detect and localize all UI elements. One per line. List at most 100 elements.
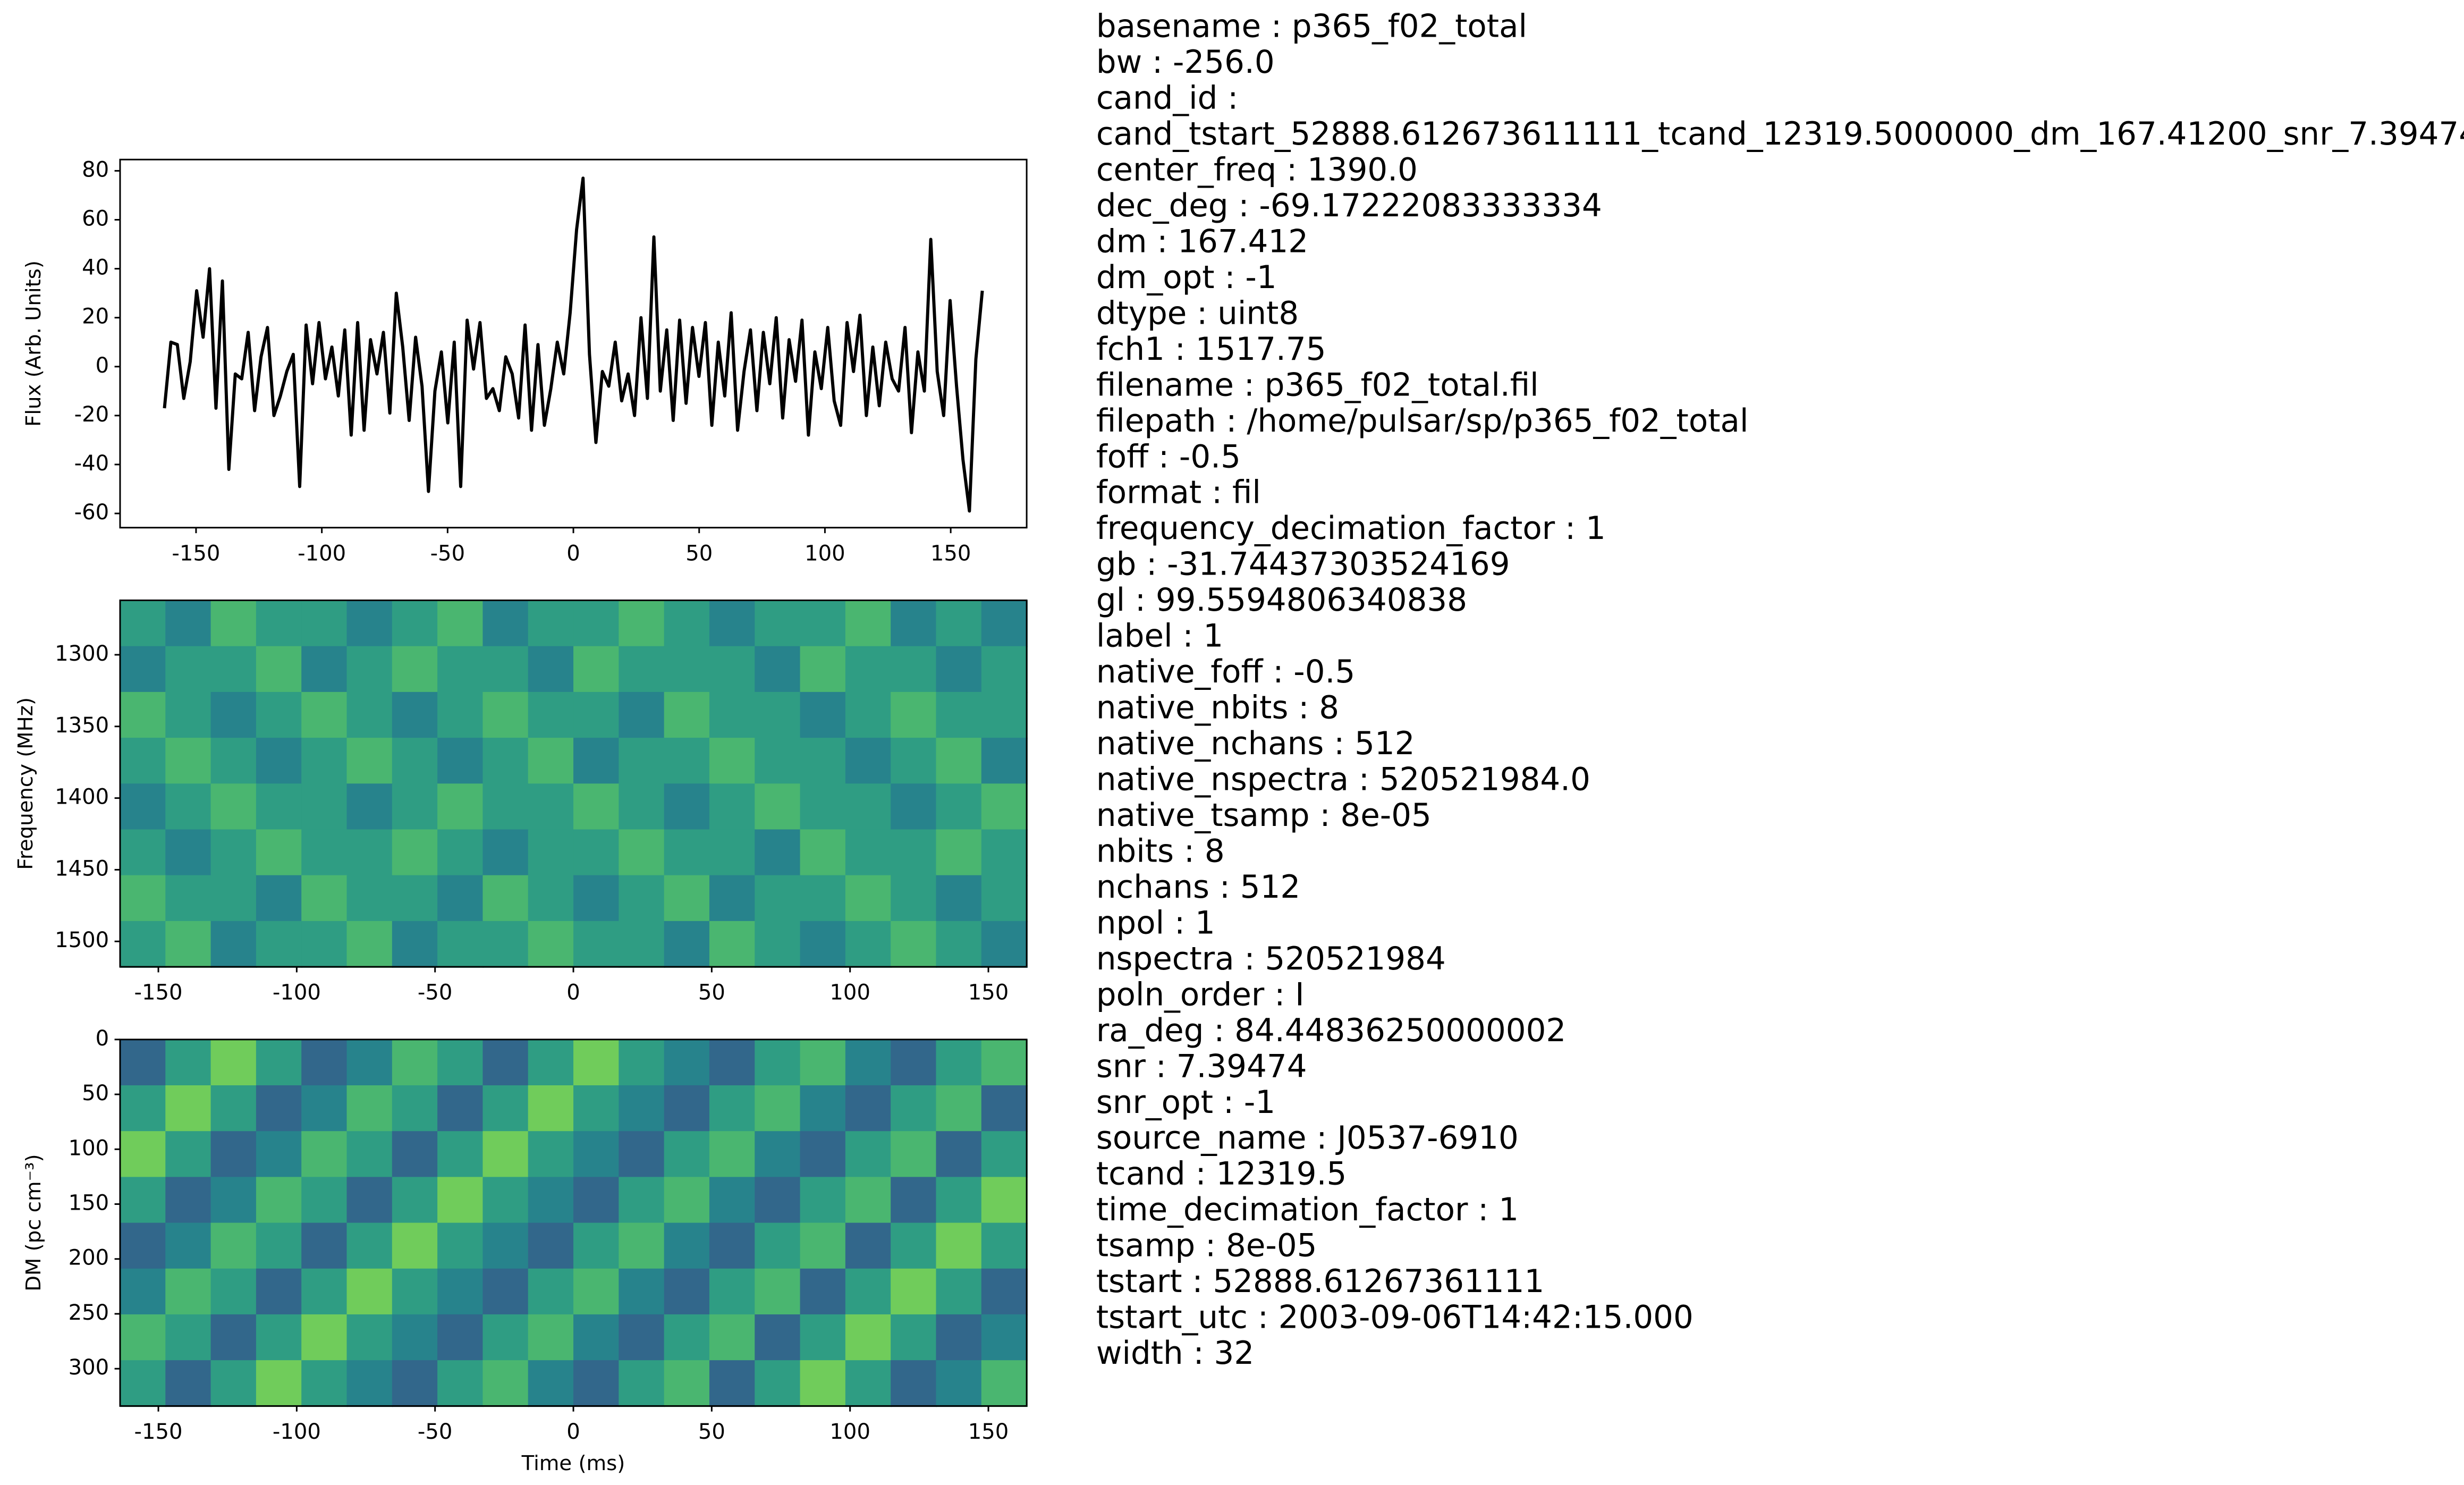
flux-line <box>163 176 984 513</box>
heatmap-cell <box>256 921 302 968</box>
heatmap-cell <box>981 1085 1028 1132</box>
heatmap-cell <box>256 1039 302 1086</box>
heatmap-cell <box>619 1131 665 1178</box>
metadata-line: filename : p365_f02_total.fil <box>1096 367 1539 403</box>
heatmap-cell <box>392 783 438 831</box>
x-tick-label: -150 <box>172 541 220 566</box>
heatmap-cell <box>392 1222 438 1270</box>
heatmap-cell <box>891 1131 937 1178</box>
metadata-line: tcand : 12319.5 <box>1096 1156 1347 1193</box>
heatmap-cell <box>482 691 529 739</box>
x-tick-label: -50 <box>418 1420 453 1444</box>
heatmap-cell <box>800 738 846 785</box>
y-axis-label: Flux (Arb. Units) <box>22 260 46 427</box>
heatmap-cell <box>755 646 801 693</box>
heatmap-cell <box>482 1222 529 1270</box>
heatmap-cell <box>936 1177 983 1224</box>
heatmap-cell <box>755 921 801 968</box>
metadata-line: nbits : 8 <box>1096 833 1225 870</box>
heatmap-cell <box>936 1085 983 1132</box>
heatmap-cell <box>981 646 1028 693</box>
heatmap-cell <box>573 1314 620 1361</box>
metadata-line: gb : -31.74437303524169 <box>1096 546 1510 583</box>
heatmap-cell <box>664 1131 710 1178</box>
heatmap-cell <box>664 1085 710 1132</box>
heatmap-cell <box>619 1314 665 1361</box>
y-tick-label: 0 <box>96 353 109 378</box>
metadata-line: native_nchans : 512 <box>1096 725 1415 762</box>
heatmap-cell <box>346 1360 393 1407</box>
heatmap-cell <box>392 1177 438 1224</box>
heatmap-cell <box>800 646 846 693</box>
heatmap-cell <box>528 738 574 785</box>
heatmap-cell <box>619 738 665 785</box>
heatmap-cell <box>392 738 438 785</box>
heatmap-cell <box>437 1222 484 1270</box>
heatmap-cell <box>437 1360 484 1407</box>
heatmap-cell <box>573 829 620 876</box>
heatmap-cell <box>392 1131 438 1178</box>
heatmap-cell <box>709 829 756 876</box>
panel: -150 -100 -50 0 50 100 150 0 50 100 150 200 250 300 DM… <box>22 1026 1028 1475</box>
heatmap-cell <box>709 1268 756 1315</box>
heatmap-cell <box>301 1177 348 1224</box>
heatmap-cell <box>709 1085 756 1132</box>
heatmap-cell <box>437 1039 484 1086</box>
heatmap-cell <box>573 1039 620 1086</box>
x-tick-label: -50 <box>418 981 453 1005</box>
heatmap-cell <box>528 691 574 739</box>
metadata-line: time_decimation_factor : 1 <box>1096 1192 1519 1228</box>
heatmap-cell <box>845 1177 892 1224</box>
heatmap-cell <box>346 600 393 647</box>
heatmap-cell <box>619 1177 665 1224</box>
heatmap-cell <box>120 875 167 922</box>
heatmap-cell <box>755 600 801 647</box>
heatmap-cell <box>891 691 937 739</box>
heatmap-cell <box>301 691 348 739</box>
metadata-line: tstart_utc : 2003-09-06T14:42:15.000 <box>1096 1300 1694 1336</box>
heatmap-cell <box>301 1222 348 1270</box>
y-tick-label: 300 <box>69 1355 109 1380</box>
heatmap-cell <box>120 1131 167 1178</box>
heatmap-cell <box>573 1360 620 1407</box>
heatmap-cell <box>619 1039 665 1086</box>
heatmap-cell <box>619 1360 665 1407</box>
y-tick-label: 150 <box>69 1191 109 1215</box>
heatmap-cell <box>709 646 756 693</box>
y-tick-label: 80 <box>82 157 109 182</box>
heatmap-cell <box>891 738 937 785</box>
heatmap-cell <box>936 921 983 968</box>
heatmap-cell <box>936 1314 983 1361</box>
metadata-line: cand_tstart_52888.612673611111_tcand_123… <box>1096 116 2464 153</box>
heatmap-cell <box>664 646 710 693</box>
heatmap-cell <box>482 1039 529 1086</box>
x-tick-label: 0 <box>566 1420 580 1444</box>
heatmap-cell <box>619 691 665 739</box>
heatmap-cell <box>120 1314 167 1361</box>
heatmap-cell <box>664 783 710 831</box>
heatmap-cell <box>800 1222 846 1270</box>
x-tick-label: 50 <box>698 981 725 1005</box>
heatmap-cell <box>437 600 484 647</box>
heatmap-cell <box>301 1268 348 1315</box>
heatmap-cell <box>437 646 484 693</box>
heatmap-cell <box>981 1131 1028 1178</box>
heatmap-cell <box>981 1039 1028 1086</box>
heatmap-cell <box>210 1268 257 1315</box>
x-tick-label: 0 <box>566 981 580 1005</box>
metadata-line: dm_opt : -1 <box>1096 259 1277 296</box>
metadata-line: fch1 : 1517.75 <box>1096 331 1326 368</box>
heatmap-cell <box>301 646 348 693</box>
heatmap-cell <box>301 1039 348 1086</box>
heatmap-cell <box>482 1314 529 1361</box>
heatmap-cell <box>392 1268 438 1315</box>
metadata-line: foff : -0.5 <box>1096 438 1241 475</box>
heatmap-cell <box>755 1085 801 1132</box>
heatmap-cell <box>619 783 665 831</box>
heatmap-cell <box>392 921 438 968</box>
y-tick-label: 40 <box>82 256 109 280</box>
heatmap-cell <box>482 783 529 831</box>
heatmap-cell <box>664 691 710 739</box>
heatmap-cell <box>346 829 393 876</box>
